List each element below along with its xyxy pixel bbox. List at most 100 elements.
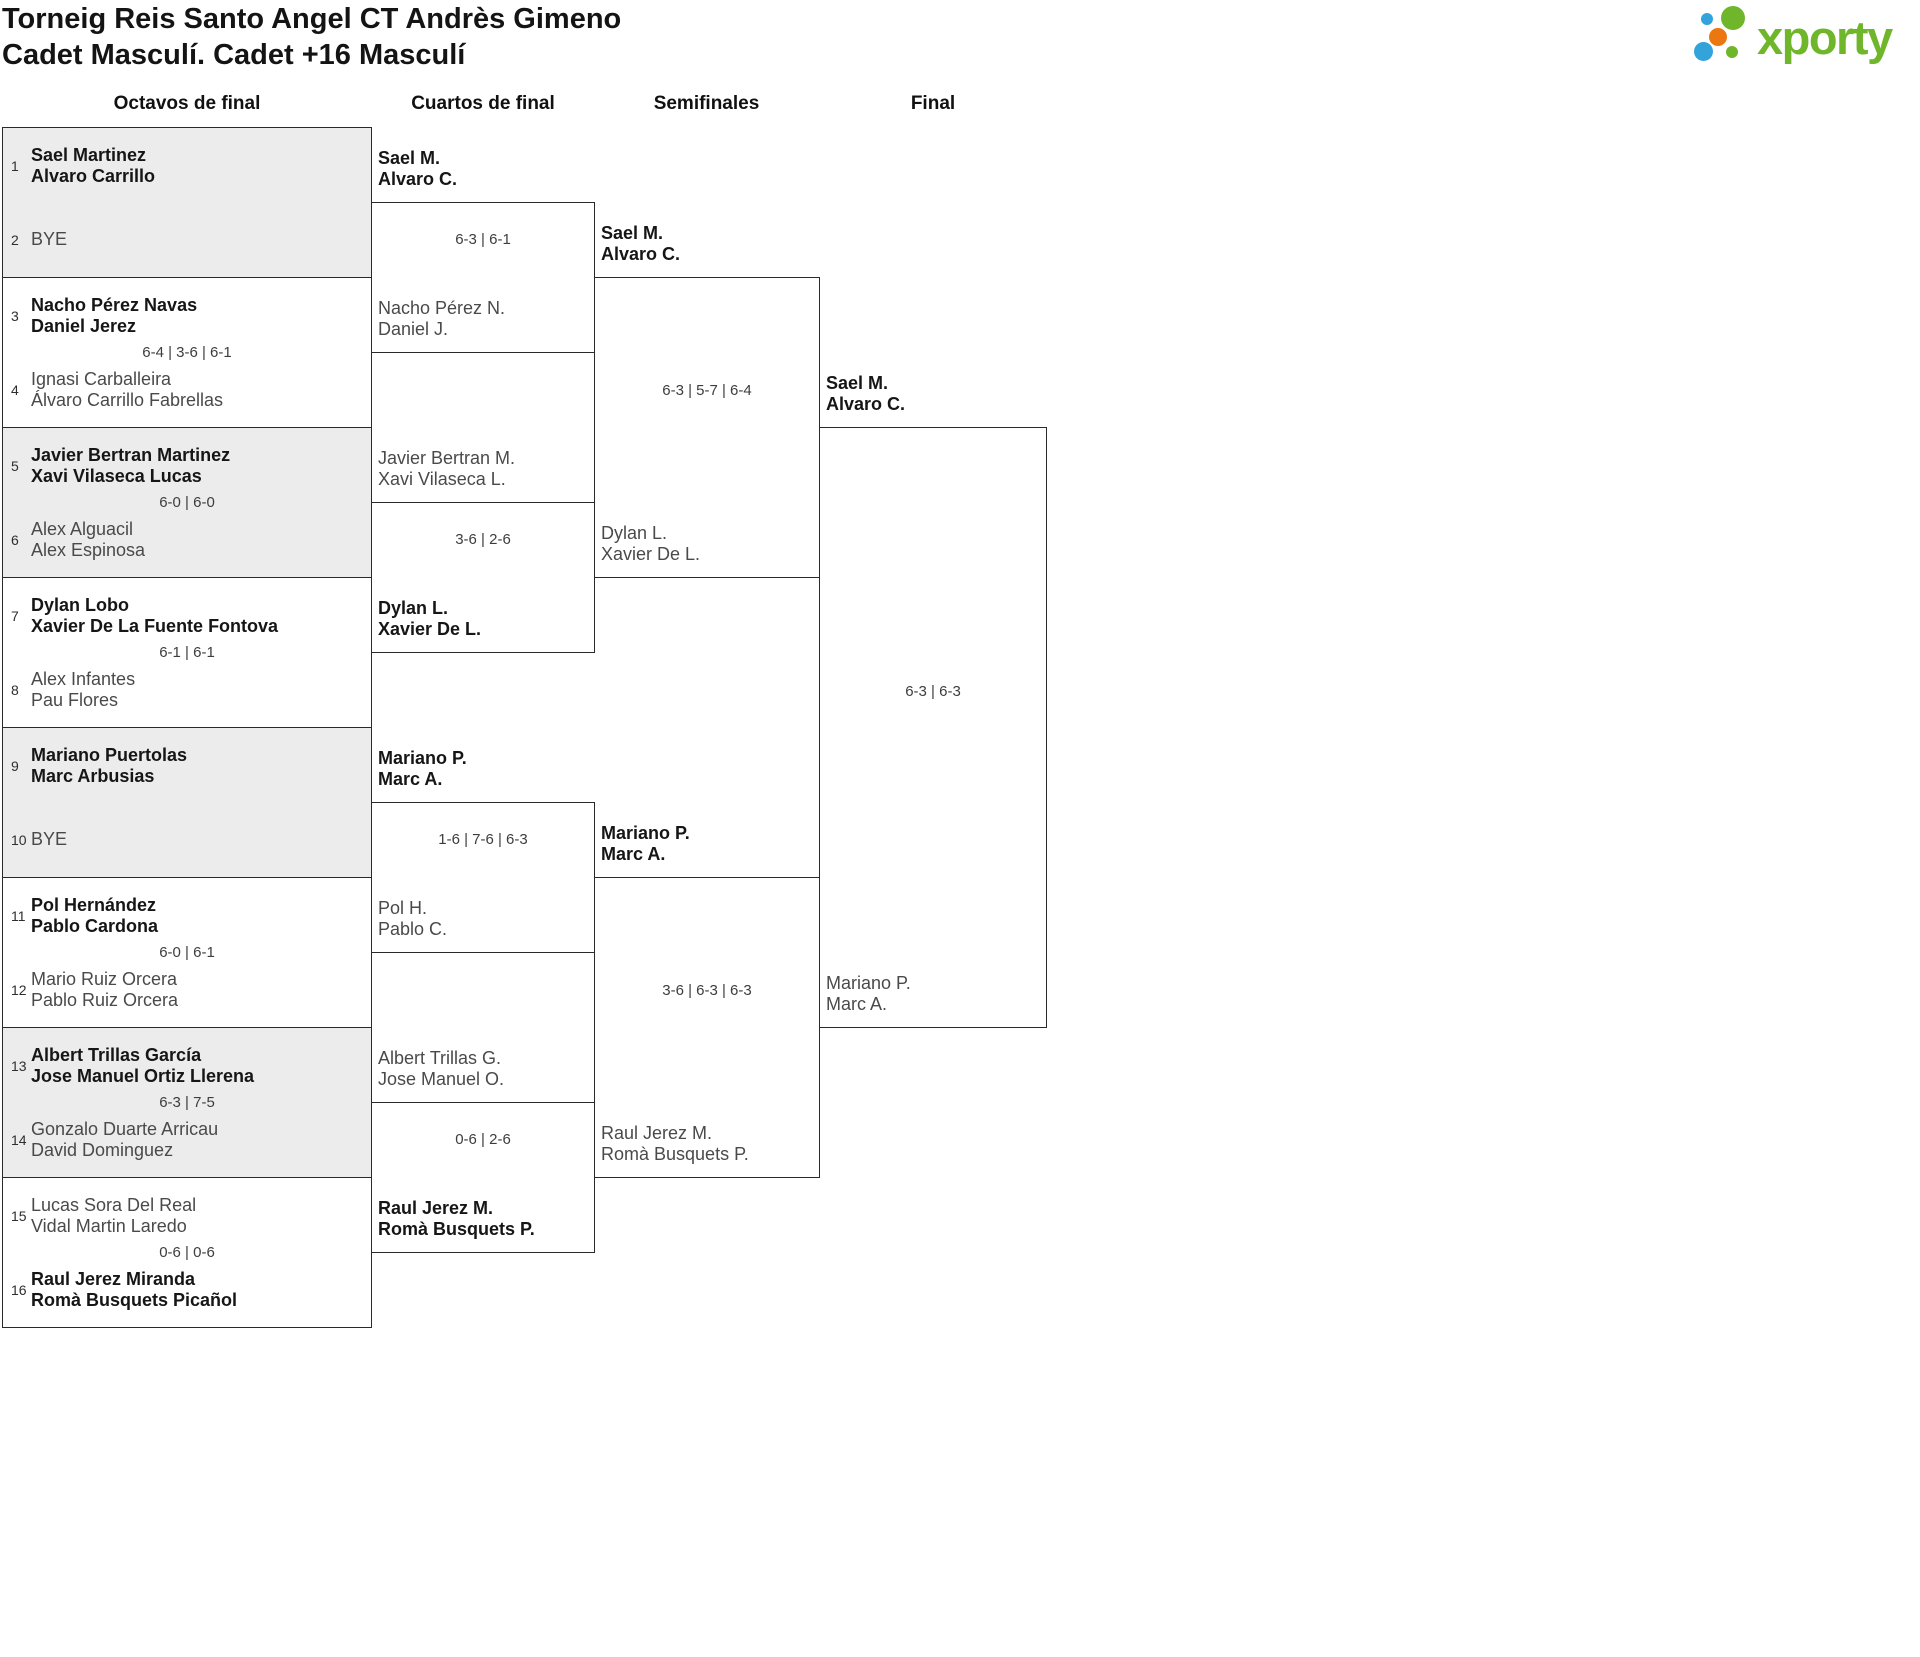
team-slot: 9 Mariano Puertolas Marc Arbusias — [3, 728, 371, 803]
r16-match-4: 7 Dylan Lobo Xavier De La Fuente Fontova… — [2, 577, 372, 728]
player-name: Mariano P. — [826, 973, 911, 993]
player-names: Ignasi Carballeira Álvaro Carrillo Fabre… — [31, 369, 223, 411]
r16-match-3: 5 Javier Bertran Martinez Xavi Vilaseca … — [2, 427, 372, 578]
player-name: Jose Manuel Ortiz Llerena — [31, 1065, 255, 1086]
team-label: Mariano P. Marc A. — [601, 823, 817, 865]
player-name: Javier Bertran M. — [378, 448, 516, 468]
team-label: Sael M. Alvaro C. — [826, 373, 1042, 415]
match-score: 6-0 | 6-0 — [159, 494, 215, 511]
player-names: Javier Bertran Martinez Xavi Vilaseca Lu… — [31, 445, 230, 487]
seed-number: 10 — [11, 831, 27, 848]
r16-match-2: 3 Nacho Pérez Navas Daniel Jerez 6-4 | 3… — [2, 277, 372, 428]
player-name: Xavier De La Fuente Fontova — [31, 615, 279, 636]
player-name: Raul Jerez M. — [378, 1198, 494, 1218]
player-names: Sael Martinez Alvaro Carrillo — [31, 145, 155, 187]
team-label: Dylan L. Xavier De L. — [378, 598, 594, 640]
player-name: BYE — [31, 829, 68, 849]
r16-match-7: 13 Albert Trillas García Jose Manuel Ort… — [2, 1027, 372, 1178]
team-slot: 4 Ignasi Carballeira Álvaro Carrillo Fab… — [3, 352, 371, 427]
player-name: Xavi Vilaseca Lucas — [31, 465, 202, 486]
seed-number: 14 — [11, 1131, 27, 1148]
player-names: Alex Infantes Pau Flores — [31, 669, 135, 711]
player-name: Alvaro C. — [601, 244, 681, 264]
team-slot: 10 BYE — [3, 802, 371, 877]
player-name: Gonzalo Duarte Arricau — [31, 1118, 219, 1139]
team-slot: 14 Gonzalo Duarte Arricau David Domingue… — [3, 1102, 371, 1177]
player-name: Javier Bertran Martinez — [31, 444, 231, 465]
seed-number: 13 — [11, 1057, 27, 1074]
match-score: 6-4 | 3-6 | 6-1 — [142, 344, 232, 361]
round-header-octavos: Octavos de final — [113, 93, 261, 114]
team-label: Sael M. Alvaro C. — [378, 148, 594, 190]
team-label: Nacho Pérez N. Daniel J. — [378, 298, 594, 340]
player-names: Dylan Lobo Xavier De La Fuente Fontova — [31, 595, 278, 637]
player-name: Nacho Pérez Navas — [31, 294, 198, 315]
team-label: Mariano P. Marc A. — [378, 748, 594, 790]
player-name: Pol Hernández — [31, 894, 157, 915]
player-names: Albert Trillas García Jose Manuel Ortiz … — [31, 1045, 254, 1087]
final-match-box — [819, 427, 1047, 1028]
player-name: Mariano P. — [378, 748, 467, 768]
player-name: Daniel Jerez — [31, 315, 137, 336]
team-slot: 13 Albert Trillas García Jose Manuel Ort… — [3, 1028, 371, 1103]
player-names: Alex Alguacil Alex Espinosa — [31, 519, 145, 561]
player-name: Raul Jerez Miranda — [31, 1268, 196, 1289]
r16-match-6: 11 Pol Hernández Pablo Cardona 6-0 | 6-1… — [2, 877, 372, 1028]
match-score: 3-6 | 2-6 — [455, 531, 511, 548]
player-names: Nacho Pérez Navas Daniel Jerez — [31, 295, 197, 337]
match-score: 6-3 | 7-5 — [159, 1094, 215, 1111]
player-name: BYE — [31, 229, 68, 249]
match-score: 0-6 | 2-6 — [455, 1131, 511, 1148]
player-name: Álvaro Carrillo Fabrellas — [31, 389, 224, 410]
player-name: Nacho Pérez N. — [378, 298, 506, 318]
round-header-final: Final — [910, 93, 956, 114]
player-name: Marc A. — [378, 769, 443, 789]
player-name: Alvaro C. — [826, 394, 906, 414]
r16-match-8: 15 Lucas Sora Del Real Vidal Martin Lare… — [2, 1177, 372, 1328]
player-name: Sael M. — [378, 148, 441, 168]
player-name: Dylan Lobo — [31, 594, 129, 615]
team-label: Raul Jerez M. Romà Busquets P. — [378, 1198, 594, 1240]
match-score: 6-0 | 6-1 — [159, 944, 215, 961]
match-score: 0-6 | 0-6 — [159, 1244, 215, 1261]
tournament-name: Torneig Reis Santo Angel CT Andrès Gimen… — [2, 3, 622, 35]
seed-number: 4 — [11, 381, 19, 398]
player-name: Alex Alguacil — [31, 518, 134, 539]
player-name: Xavier De L. — [601, 544, 701, 564]
logo-dot-orange — [1709, 28, 1727, 46]
seed-number: 15 — [11, 1207, 27, 1224]
player-names: Gonzalo Duarte Arricau David Dominguez — [31, 1119, 218, 1161]
team-slot: 3 Nacho Pérez Navas Daniel Jerez — [3, 278, 371, 353]
team-label: Sael M. Alvaro C. — [601, 223, 817, 265]
player-name: Vidal Martin Laredo — [31, 1215, 187, 1236]
r16-match-1: 1 Sael Martinez Alvaro Carrillo 2 BYE — [2, 127, 372, 278]
seed-number: 12 — [11, 981, 27, 998]
player-names: Pol Hernández Pablo Cardona — [31, 895, 158, 937]
team-slot: 11 Pol Hernández Pablo Cardona — [3, 878, 371, 953]
team-label: Mariano P. Marc A. — [826, 973, 1042, 1015]
seed-number: 5 — [11, 457, 19, 474]
player-name: Ignasi Carballeira — [31, 368, 172, 389]
team-slot: 16 Raul Jerez Miranda Romà Busquets Pica… — [3, 1252, 371, 1327]
seed-number: 8 — [11, 681, 19, 698]
player-names: Mariano Puertolas Marc Arbusias — [31, 745, 187, 787]
match-score: 3-6 | 6-3 | 6-3 — [662, 982, 752, 999]
player-name: Daniel J. — [378, 319, 449, 339]
player-name: Romà Busquets P. — [601, 1144, 749, 1164]
player-name: Marc A. — [601, 844, 666, 864]
team-label: Dylan L. Xavier De L. — [601, 523, 817, 565]
player-name: David Dominguez — [31, 1139, 174, 1160]
round-header-semifinales: Semifinales — [653, 93, 760, 114]
player-name: Pablo C. — [378, 919, 448, 939]
match-score: 6-3 | 5-7 | 6-4 — [662, 382, 752, 399]
player-name: Pau Flores — [31, 689, 119, 710]
r16-match-5: 9 Mariano Puertolas Marc Arbusias 10 BYE — [2, 727, 372, 878]
team-slot: 6 Alex Alguacil Alex Espinosa — [3, 502, 371, 577]
logo-dot-blue-large — [1694, 42, 1713, 61]
player-names: Raul Jerez Miranda Romà Busquets Picañol — [31, 1269, 237, 1311]
team-label: Javier Bertran M. Xavi Vilaseca L. — [378, 448, 594, 490]
player-name: Marc Arbusias — [31, 765, 155, 786]
player-name: Albert Trillas G. — [378, 1048, 502, 1068]
logo-dot-green-small — [1726, 46, 1738, 58]
